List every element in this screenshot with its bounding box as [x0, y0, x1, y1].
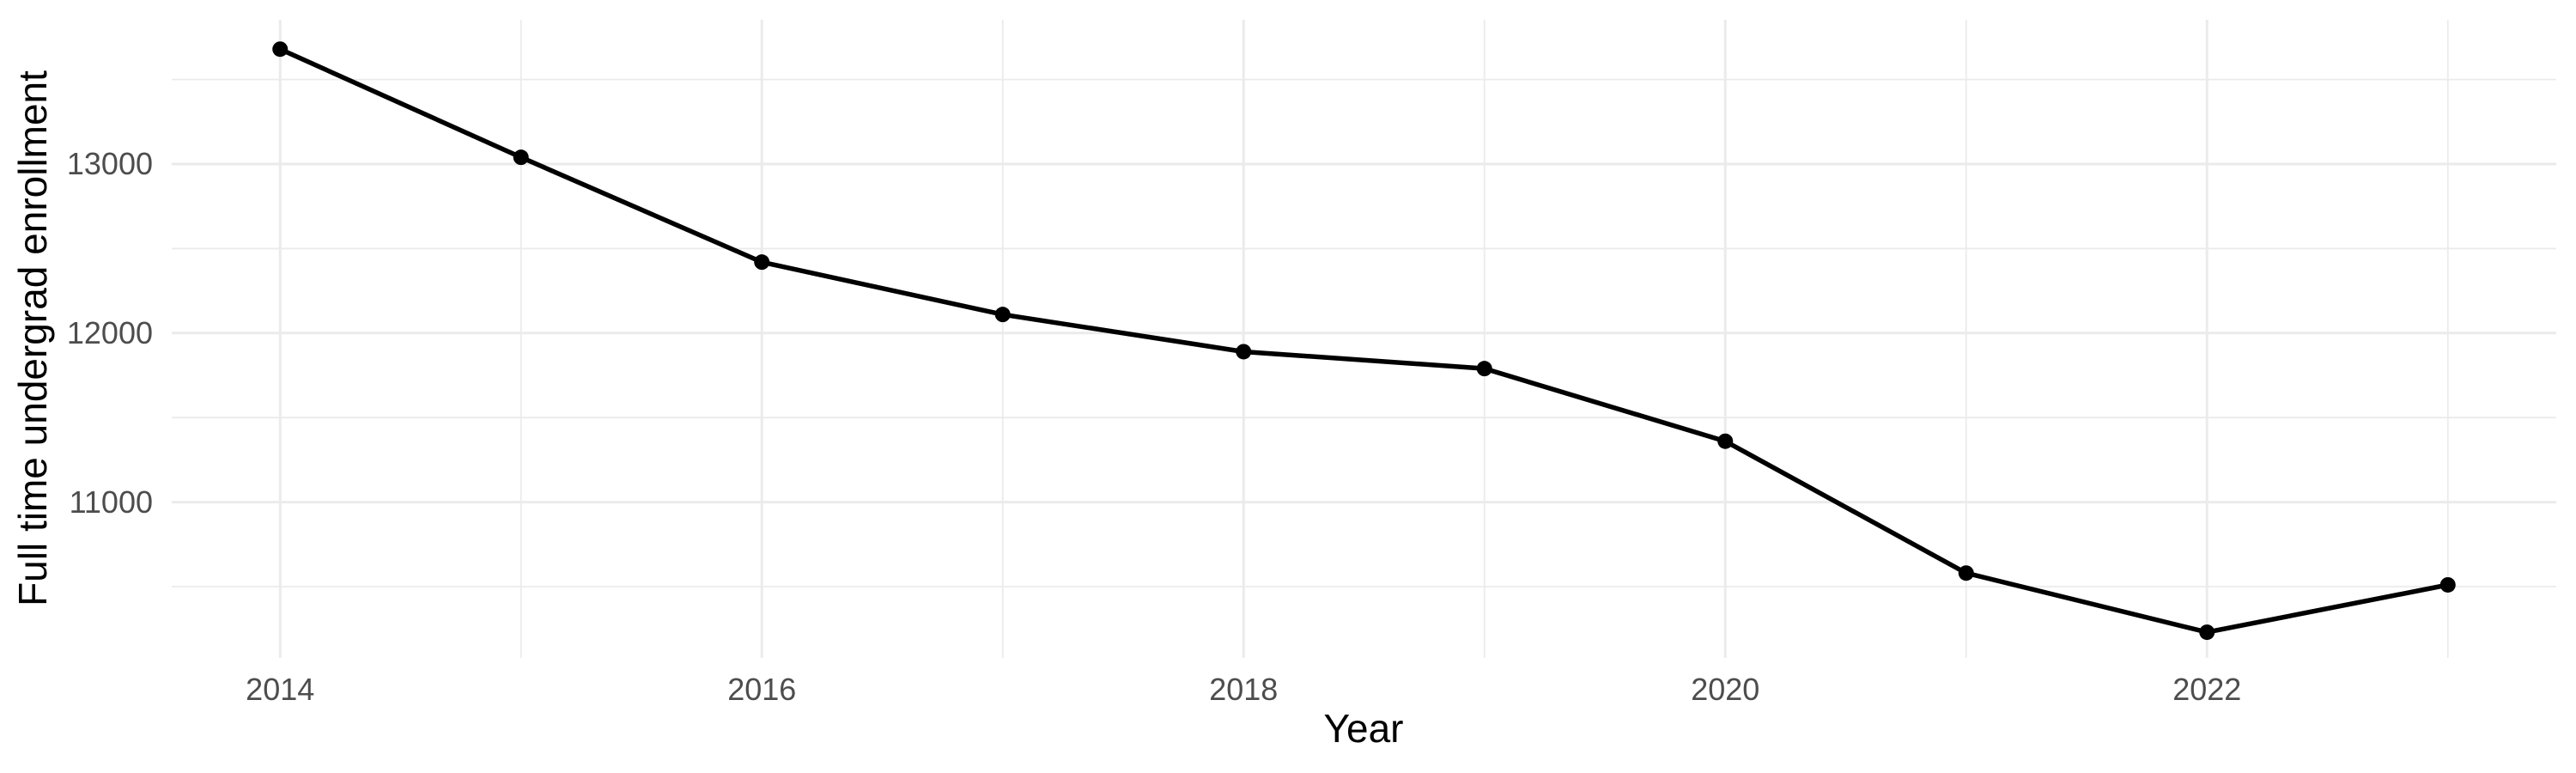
data-point [1236, 344, 1252, 360]
x-axis-tick-label: 2022 [2172, 672, 2242, 707]
data-point [272, 41, 289, 58]
data-point [754, 254, 770, 271]
x-axis-tick-label: 2016 [727, 672, 797, 707]
y-axis-tick-label: 11000 [69, 484, 153, 520]
x-axis-tick-label: 2018 [1209, 672, 1279, 707]
y-axis-tick-label: 12000 [66, 314, 153, 350]
data-point [2439, 576, 2456, 593]
data-point [2199, 624, 2215, 641]
x-axis-tick-label: 2020 [1691, 672, 1760, 707]
data-point [513, 149, 529, 166]
x-axis-title: Year [1323, 706, 1404, 751]
y-axis-tick-label: 13000 [66, 146, 153, 182]
data-point [1958, 565, 1974, 581]
data-point [1717, 433, 1734, 449]
data-point [994, 307, 1011, 323]
x-axis-tick-label: 2014 [246, 672, 315, 707]
data-point [1476, 361, 1492, 377]
data-line [279, 46, 2449, 635]
y-axis-title: Full time undergrad enrollment [10, 70, 55, 606]
